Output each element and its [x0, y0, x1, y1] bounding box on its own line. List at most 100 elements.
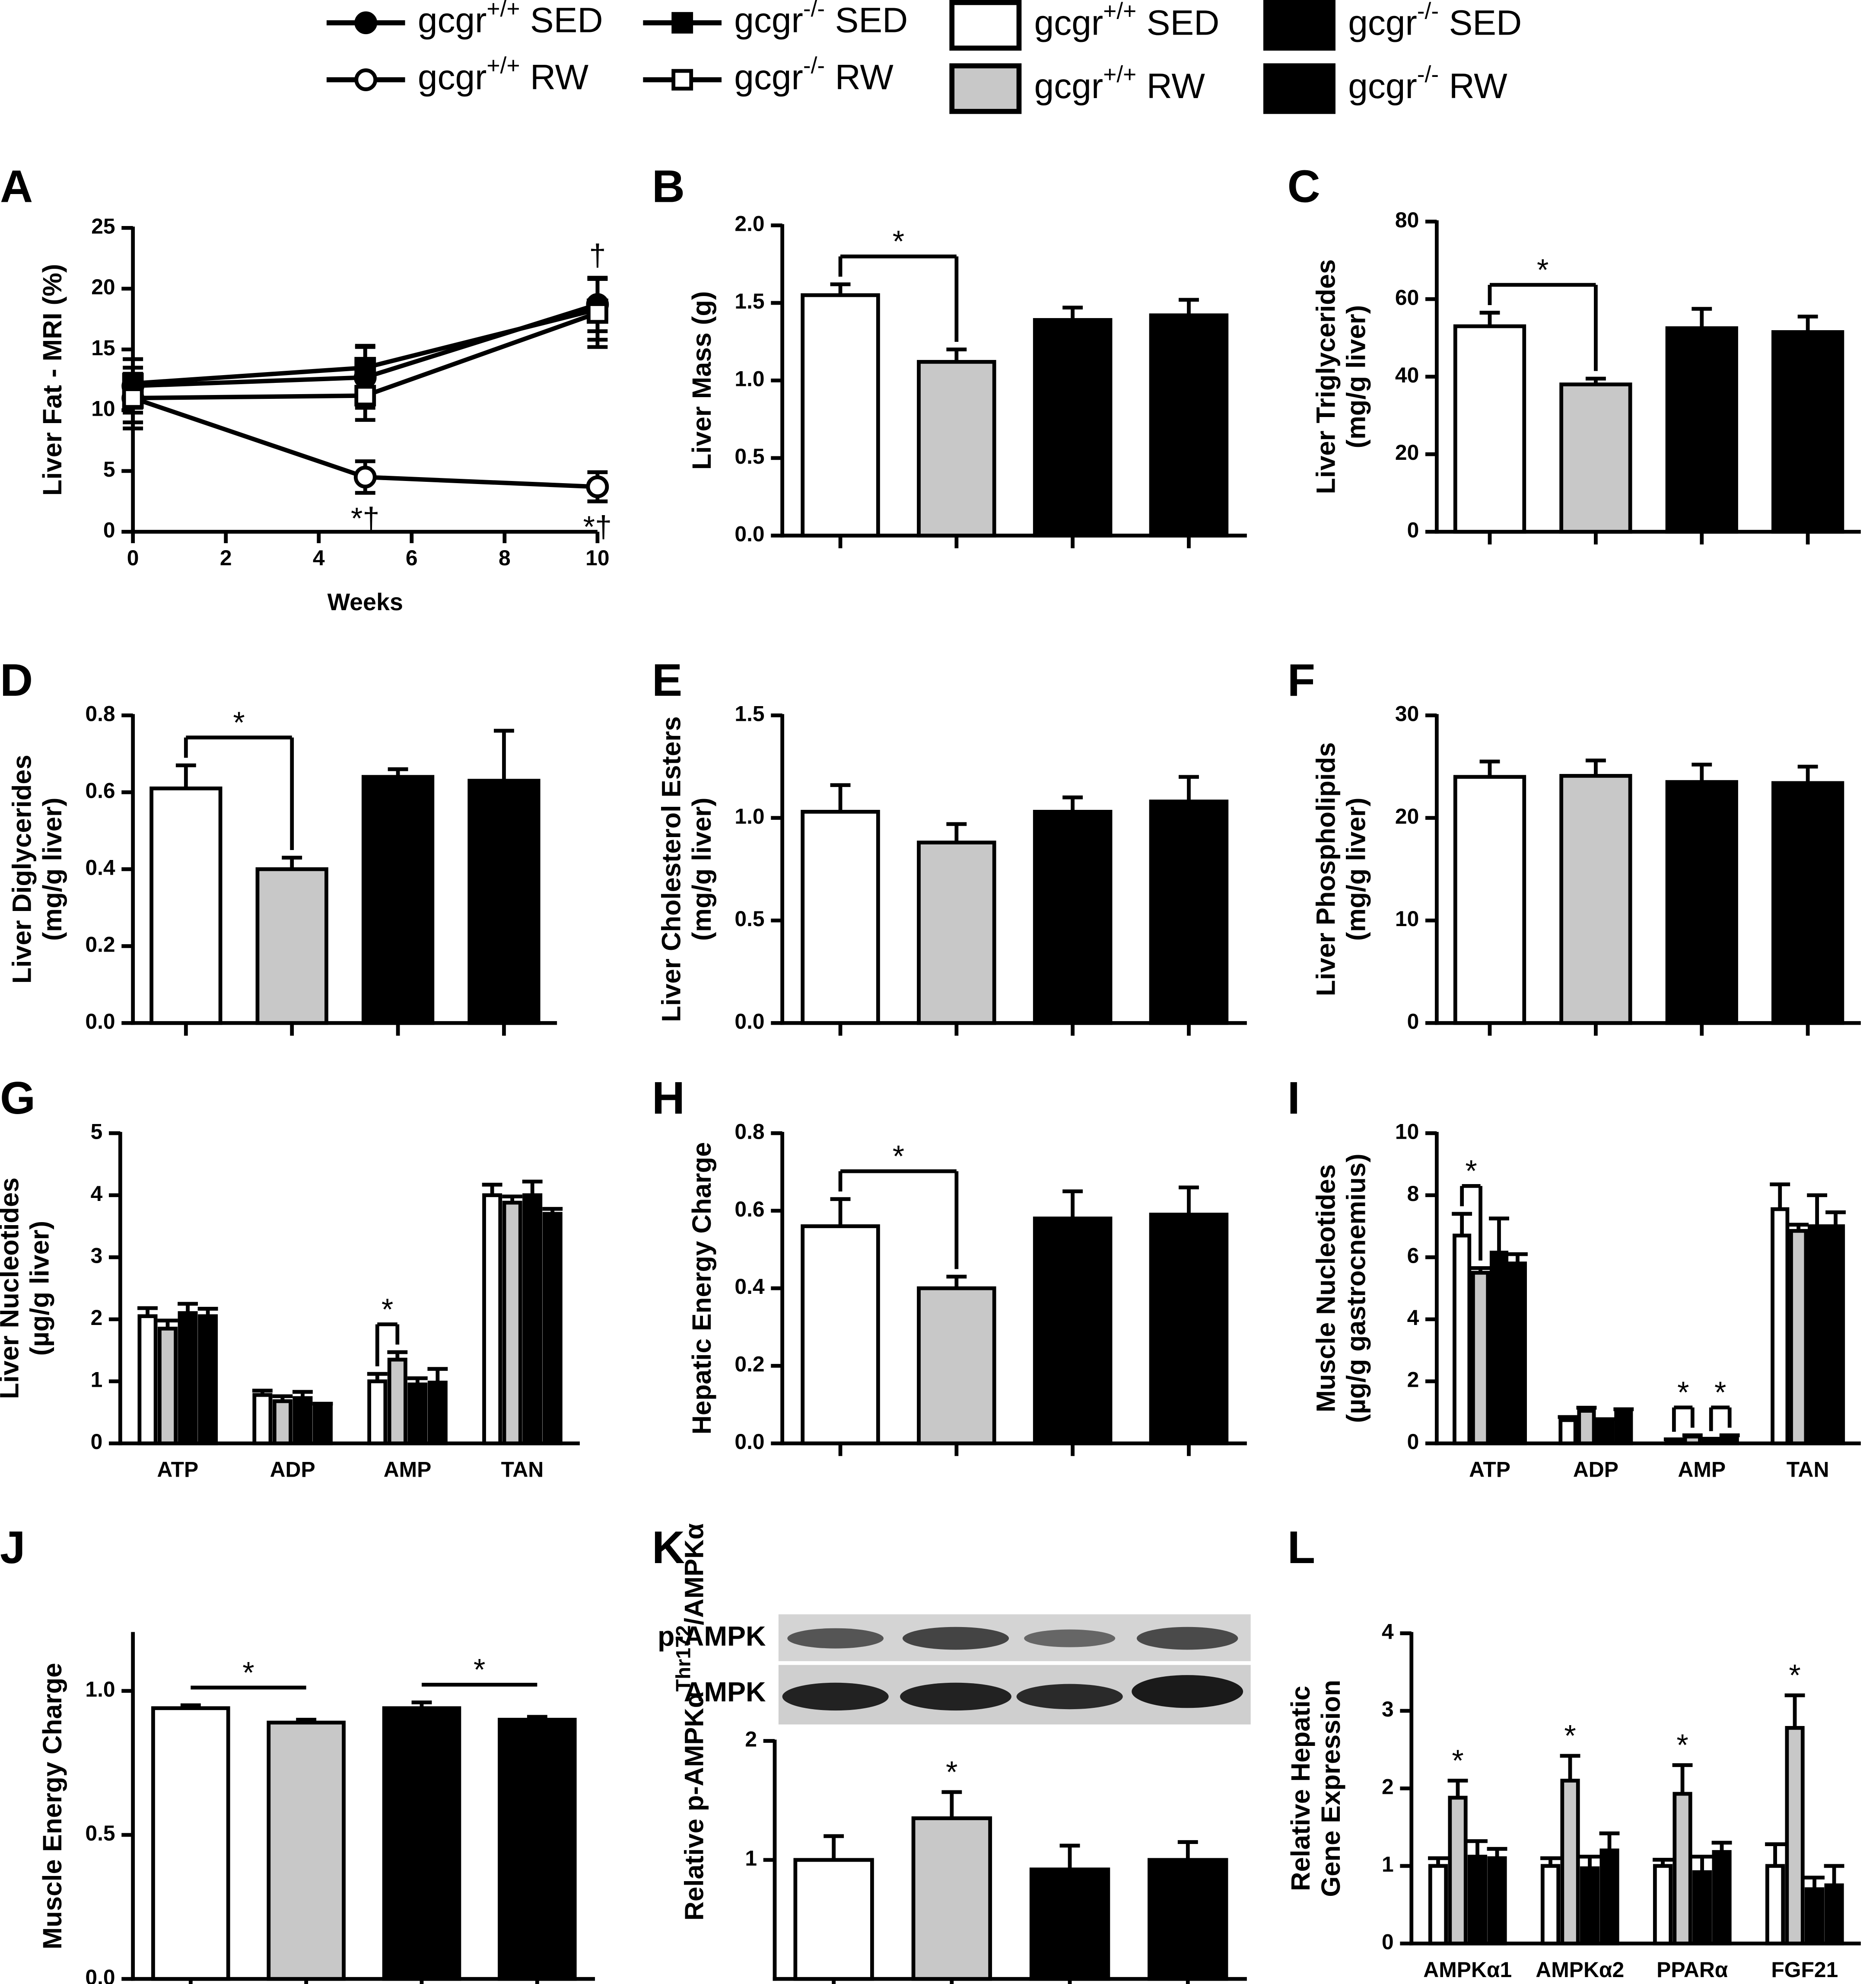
name-sup: +/+ [1103, 62, 1136, 87]
name-sup: -/- [803, 53, 825, 78]
y-tick-label: 0.0 [735, 1430, 764, 1454]
y-axis-label-part: Liver Phospholipids [1311, 742, 1341, 996]
legend-swatch [1263, 0, 1335, 51]
name-base: gcgr [734, 0, 803, 40]
x-tick-label: AMP [384, 1458, 432, 1482]
name-cond: RW [1147, 67, 1205, 106]
y-tick-label: 0.0 [735, 522, 764, 546]
bar [1540, 1864, 1561, 1946]
y-axis-label-part: Gene Expression [1316, 1680, 1346, 1897]
bar [1559, 774, 1632, 1025]
name-base: gcgr [1348, 3, 1417, 42]
y-axis-label-tail: /AMPKα [680, 1523, 709, 1625]
bar [1560, 1779, 1580, 1946]
bar [1149, 799, 1229, 1025]
panel-letter: H [652, 1073, 685, 1124]
panel-letter: F [1288, 655, 1315, 706]
y-axis-label-part: (mg/g liver) [38, 798, 67, 941]
significance-label: * [1465, 1154, 1477, 1188]
y-axis-label: Liver Phospholipids [1311, 742, 1341, 996]
bar [387, 1357, 407, 1446]
bar [502, 1201, 522, 1446]
y-axis-label-part: (mg/g liver) [687, 798, 717, 941]
y-axis-label: Relative p-AMPKαThr172/AMPKα [672, 1523, 709, 1920]
name-sup: +/+ [486, 0, 520, 21]
bar [1789, 1229, 1808, 1446]
bar [1771, 330, 1844, 534]
y-axis-label: (mg/g liver) [687, 798, 717, 941]
bar [1577, 1409, 1596, 1446]
bar [793, 1858, 874, 1981]
bar [917, 841, 996, 1025]
bar [1149, 1213, 1229, 1446]
bar [1508, 1261, 1527, 1446]
name-sup: +/+ [486, 53, 520, 78]
y-tick-label: 2 [1407, 1368, 1419, 1392]
blot-band [782, 1682, 889, 1711]
panel-letter: B [652, 161, 685, 212]
significance-label: * [242, 1655, 254, 1689]
panel-letter: J [0, 1522, 25, 1573]
bar [198, 1314, 218, 1446]
name-sup: -/- [1417, 0, 1439, 24]
bar [1453, 1233, 1472, 1446]
y-tick-label: 8 [1407, 1181, 1419, 1206]
marker [586, 302, 608, 324]
y-axis-label: Liver Mass (g) [687, 291, 717, 470]
y-tick-label: 0.4 [735, 1274, 765, 1299]
bar [1771, 1207, 1790, 1446]
bar [1665, 780, 1738, 1025]
bar [801, 810, 880, 1025]
x-tick-label: ATP [157, 1458, 198, 1482]
bar [1673, 1792, 1692, 1946]
y-tick-label: 10 [91, 396, 115, 420]
panel-letter: A [0, 161, 33, 212]
panel-letter: G [0, 1073, 35, 1124]
panel-letter: K [652, 1522, 685, 1573]
y-tick-label: 0 [1382, 1930, 1394, 1954]
bar [1033, 318, 1113, 538]
bar [1148, 1858, 1228, 1981]
bar [312, 1403, 333, 1446]
bar [542, 1212, 563, 1446]
x-tick-label: 10 [585, 546, 609, 570]
bar [1489, 1251, 1509, 1446]
y-axis-label: Gene Expression [1316, 1680, 1346, 1897]
y-axis-label: Hepatic Energy Charge [687, 1142, 717, 1435]
y-axis-label-part: Muscle Energy Charge [38, 1663, 67, 1949]
y-axis-label-part: (µg/g gastrocnemius) [1342, 1153, 1371, 1423]
legend-label: gcgr-/- RW [1348, 62, 1507, 106]
name-base: gcgr [1034, 67, 1103, 106]
bar [1785, 1726, 1805, 1946]
annotation: † [589, 238, 606, 272]
x-tick-label: ADP [1573, 1458, 1618, 1482]
y-axis-label-part: (mg/g liver) [1342, 305, 1371, 449]
y-tick-label: 0.2 [735, 1352, 764, 1376]
bar [267, 1720, 346, 1981]
y-tick-label: 3 [91, 1243, 103, 1267]
y-tick-label: 15 [91, 336, 115, 360]
y-tick-label: 0.8 [735, 1119, 764, 1143]
bar [1808, 1224, 1827, 1446]
bar [1453, 775, 1526, 1025]
significance-label: * [1677, 1375, 1689, 1409]
x-tick-label: ATP [1469, 1458, 1510, 1482]
y-axis-label-part: (µg/g liver) [25, 1221, 55, 1356]
y-tick-label: 0.0 [735, 1009, 764, 1033]
name-cond: RW [1449, 67, 1508, 106]
blot-label: AMPK [684, 1676, 766, 1707]
y-tick-label: 4 [1382, 1620, 1394, 1644]
y-axis-label: Muscle Energy Charge [38, 1663, 67, 1949]
y-axis-label: (µg/g gastrocnemius) [1342, 1153, 1371, 1423]
significance-label: * [1789, 1658, 1800, 1692]
legend-swatch [949, 63, 1022, 114]
blot-band [1024, 1629, 1116, 1647]
bar [137, 1314, 158, 1446]
bar [1558, 1418, 1577, 1446]
x-tick-label: AMPKα1 [1423, 1958, 1512, 1982]
bar [367, 1379, 388, 1446]
bar [255, 867, 328, 1025]
bar [522, 1193, 543, 1446]
bar [1765, 1864, 1785, 1946]
marker [586, 475, 609, 498]
